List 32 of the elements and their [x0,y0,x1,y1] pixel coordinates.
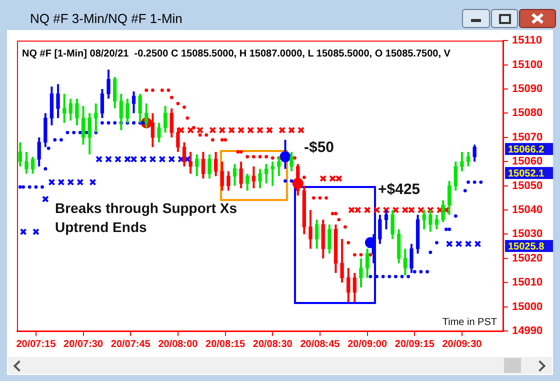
x-tick-label: 20/08:00 [158,338,198,350]
text: 15025.8 [508,241,545,252]
y-tick-label: 15070 [512,131,543,144]
y-tick-label: 15090 [512,83,543,96]
y-tick-label: 15100 [512,58,543,71]
chart-title: NQ #F 3-Min/NQ #F 1-Min [30,11,182,26]
x-tick-label: 20/08:45 [300,338,340,350]
x-tick-label: 20/07:30 [64,338,104,350]
text: 15052.1 [508,168,545,180]
annotation: Time in PST [442,316,497,328]
x-tick-label: 20/08:15 [206,338,246,350]
y-tick-label: 15060 [512,156,543,168]
y-tick-label: 15040 [512,204,543,216]
y-tick-label: 15110 [512,34,542,47]
x-tick-label: 20/07:45 [110,338,151,350]
y-tick-label: 15020 [512,252,543,264]
x-tick-label: 20/09:30 [442,338,482,350]
y-tick-label: 15000 [512,300,543,313]
annotation: Breaks through Support Xs Uptrend Ends [55,200,238,235]
x-tick-label: 20/09:00 [348,338,388,350]
x-tick-label: 20/07:15 [16,338,56,350]
annotation: +$425 [378,181,420,198]
text: NQ #F [1-Min] 08/20/21 -0.2500 C 15085.5000, H 15087.0000, L 15085.5000, O 15085.7500, V [22,48,451,60]
y-tick-label: 15050 [512,180,543,192]
y-tick-label: 15010 [512,276,543,289]
annotation: -$50 [304,139,334,156]
x-tick-label: 20/09:15 [394,338,435,350]
y-tick-label: 14990 [512,325,543,338]
x-tick-label: 20/08:30 [252,338,293,350]
text: 15066.2 [508,144,545,156]
y-tick-label: 15030 [512,228,543,240]
y-tick-label: 15080 [512,107,543,120]
